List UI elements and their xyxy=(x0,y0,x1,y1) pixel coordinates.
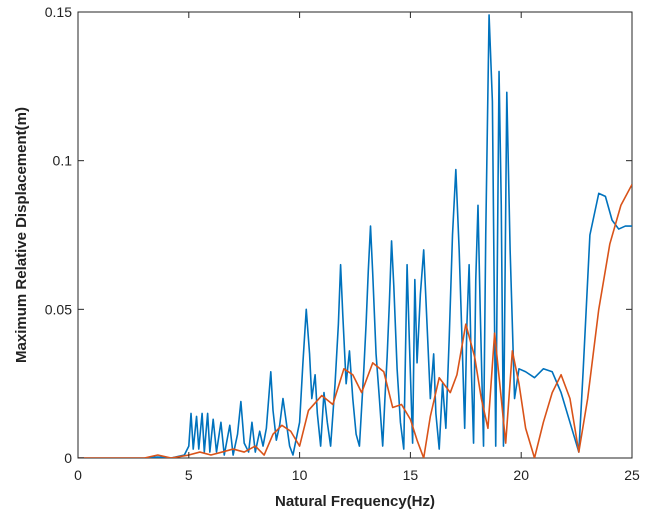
y-tick-label: 0.05 xyxy=(45,301,72,317)
x-tick-label: 25 xyxy=(624,467,640,483)
x-tick-label: 15 xyxy=(403,467,419,483)
x-tick-label: 5 xyxy=(185,467,193,483)
x-axis: 0 5 10 15 20 25 xyxy=(74,12,640,483)
x-axis-label: Natural Frequency(Hz) xyxy=(275,493,435,510)
series-line-2 xyxy=(78,184,632,458)
series-layer xyxy=(78,14,632,458)
series-line-1 xyxy=(78,14,632,458)
x-tick-label: 0 xyxy=(74,467,82,483)
x-tick-label: 10 xyxy=(292,467,308,483)
y-axis-label: Maximum Relative Displacement(m) xyxy=(13,107,30,363)
y-axis: 0 0.05 0.1 0.15 xyxy=(45,4,632,466)
y-tick-label: 0.1 xyxy=(53,153,73,169)
y-tick-label: 0 xyxy=(64,450,72,466)
y-tick-label: 0.15 xyxy=(45,4,72,20)
plot-area xyxy=(77,11,633,459)
x-tick-label: 20 xyxy=(513,467,529,483)
